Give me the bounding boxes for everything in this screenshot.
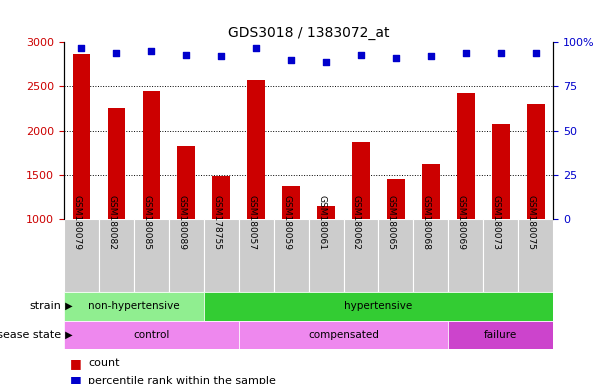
Bar <box>344 219 378 292</box>
Bar <box>352 142 370 307</box>
Bar <box>64 321 238 349</box>
Bar <box>518 219 553 292</box>
Point <box>531 50 541 56</box>
Text: control: control <box>133 330 170 340</box>
Bar <box>448 219 483 292</box>
Text: GSM180089: GSM180089 <box>177 195 186 250</box>
Point <box>216 53 226 60</box>
Text: strain: strain <box>29 301 61 311</box>
Text: GSM180082: GSM180082 <box>107 195 116 250</box>
Bar <box>134 219 168 292</box>
Bar <box>204 219 238 292</box>
Text: ■: ■ <box>70 357 86 370</box>
Point <box>77 45 86 51</box>
Point <box>356 51 366 58</box>
Bar <box>238 321 448 349</box>
Text: failure: failure <box>484 330 517 340</box>
Bar <box>422 164 440 307</box>
Text: GSM180062: GSM180062 <box>352 195 361 250</box>
Bar <box>247 80 265 307</box>
Text: GSM180069: GSM180069 <box>457 195 466 250</box>
Bar <box>168 219 204 292</box>
Text: GSM180085: GSM180085 <box>142 195 151 250</box>
Bar <box>238 219 274 292</box>
Point <box>426 53 436 60</box>
Text: percentile rank within the sample: percentile rank within the sample <box>88 376 276 384</box>
Text: disease state: disease state <box>0 330 61 340</box>
Bar <box>527 104 545 307</box>
Bar <box>457 93 475 307</box>
Bar <box>72 54 90 307</box>
Text: ▶: ▶ <box>62 301 72 311</box>
Title: GDS3018 / 1383072_at: GDS3018 / 1383072_at <box>228 26 389 40</box>
Text: GSM180073: GSM180073 <box>492 195 501 250</box>
Text: GSM180059: GSM180059 <box>282 195 291 250</box>
Bar <box>387 179 405 307</box>
Text: non-hypertensive: non-hypertensive <box>88 301 179 311</box>
Bar <box>64 292 204 321</box>
Point <box>391 55 401 61</box>
Point <box>181 51 191 58</box>
Text: GSM180068: GSM180068 <box>422 195 431 250</box>
Text: ■: ■ <box>70 374 86 384</box>
Point <box>147 48 156 54</box>
Point <box>111 50 121 56</box>
Bar <box>492 124 510 307</box>
Text: ▶: ▶ <box>62 330 72 340</box>
Text: GSM180079: GSM180079 <box>72 195 81 250</box>
Bar <box>204 292 553 321</box>
Point <box>461 50 471 56</box>
Text: GSM180057: GSM180057 <box>247 195 256 250</box>
Bar <box>282 186 300 307</box>
Point <box>286 57 296 63</box>
Bar <box>317 206 335 307</box>
Bar <box>142 91 160 307</box>
Bar <box>64 219 98 292</box>
Text: GSM180075: GSM180075 <box>527 195 536 250</box>
Text: count: count <box>88 358 120 368</box>
Point <box>496 50 506 56</box>
Bar <box>212 175 230 307</box>
Text: hypertensive: hypertensive <box>344 301 413 311</box>
Bar <box>448 321 553 349</box>
Point <box>251 45 261 51</box>
Text: GSM180065: GSM180065 <box>387 195 396 250</box>
Bar <box>178 146 195 307</box>
Text: GSM180061: GSM180061 <box>317 195 326 250</box>
Text: compensated: compensated <box>308 330 379 340</box>
Bar <box>274 219 308 292</box>
Bar <box>378 219 413 292</box>
Bar <box>98 219 134 292</box>
Bar <box>108 108 125 307</box>
Bar <box>413 219 448 292</box>
Bar <box>483 219 518 292</box>
Text: GSM178755: GSM178755 <box>212 195 221 250</box>
Point <box>321 59 331 65</box>
Bar <box>308 219 344 292</box>
